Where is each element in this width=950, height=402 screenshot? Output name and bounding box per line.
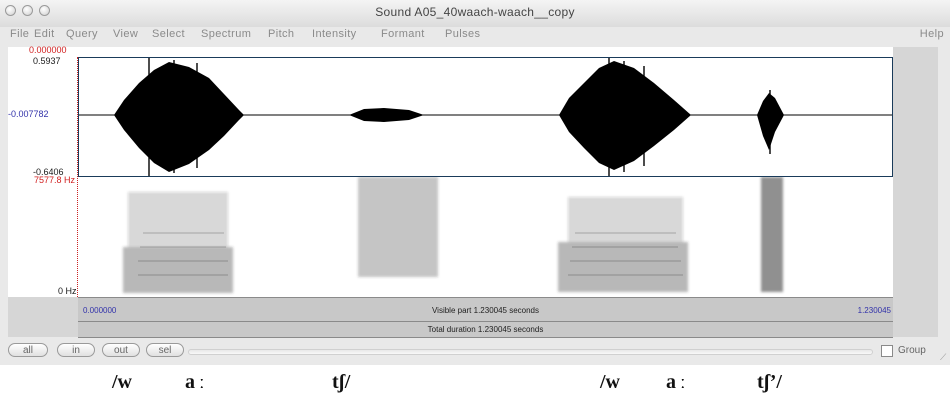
segment-w-1: /w bbox=[112, 371, 132, 393]
horizontal-scrollbar[interactable] bbox=[188, 349, 873, 355]
waveform-svg bbox=[79, 58, 892, 176]
menu-view[interactable]: View bbox=[113, 28, 139, 40]
menu-select[interactable]: Select bbox=[152, 28, 185, 40]
cursor-time-label: 0.000000 bbox=[29, 45, 67, 55]
menu-formant[interactable]: Formant bbox=[381, 28, 425, 40]
menu-pulses[interactable]: Pulses bbox=[445, 28, 481, 40]
close-window-icon[interactable] bbox=[5, 5, 16, 16]
spectrogram-svg bbox=[123, 177, 783, 293]
menu-query[interactable]: Query bbox=[66, 28, 98, 40]
menu-spectrum[interactable]: Spectrum bbox=[201, 28, 252, 40]
menu-intensity[interactable]: Intensity bbox=[312, 28, 357, 40]
menu-edit[interactable]: Edit bbox=[34, 28, 55, 40]
visible-part-bar[interactable]: 0.000000 Visible part 1.230045 seconds 1… bbox=[78, 297, 893, 322]
zoom-controls: all in out sel Group ⟋ bbox=[0, 340, 950, 364]
segment-a-2: a bbox=[666, 371, 676, 393]
segment-length-2: ː bbox=[680, 371, 686, 393]
segment-length-1: ː bbox=[199, 371, 205, 393]
waveform-max-label: 0.5937 bbox=[33, 56, 61, 66]
menu-bar: File Edit Query View Select Spectrum Pit… bbox=[0, 27, 950, 44]
group-checkbox[interactable] bbox=[881, 345, 893, 357]
zoom-sel-button[interactable]: sel bbox=[146, 343, 184, 357]
zoom-all-button[interactable]: all bbox=[8, 343, 48, 357]
cursor-line bbox=[77, 57, 78, 297]
window-title: Sound A05_40waach-waach__copy bbox=[375, 5, 575, 19]
minimize-window-icon[interactable] bbox=[22, 5, 33, 16]
resize-grip-icon[interactable]: ⟋ bbox=[940, 352, 947, 362]
visible-start-time: 0.000000 bbox=[83, 306, 117, 315]
waveform-zero-label: -0.007782 bbox=[8, 109, 49, 119]
waveform-min-label: -0.6406 bbox=[33, 167, 64, 177]
axis-label-panel bbox=[8, 47, 78, 297]
zoom-in-button[interactable]: in bbox=[57, 343, 95, 357]
visible-part-text: Visible part 1.230045 seconds bbox=[431, 306, 540, 315]
zoom-window-icon[interactable] bbox=[39, 5, 50, 16]
spectrogram-bottom-label: 0 Hz bbox=[58, 286, 77, 296]
segment-w-2: /w bbox=[600, 371, 620, 393]
menu-pitch[interactable]: Pitch bbox=[268, 28, 295, 40]
segment-a-1: a bbox=[185, 371, 195, 393]
signal-plot[interactable] bbox=[78, 47, 893, 297]
phonetic-transcription: /w a ː tʃ/ /w a ː tʃ’/ bbox=[0, 365, 950, 402]
praat-sound-window: Sound A05_40waach-waach__copy File Edit … bbox=[0, 0, 950, 365]
total-duration-text: Total duration 1.230045 seconds bbox=[427, 325, 544, 334]
menu-file[interactable]: File bbox=[10, 28, 30, 40]
group-label: Group bbox=[898, 345, 926, 356]
segment-tsh-ejective: tʃ’/ bbox=[757, 371, 782, 393]
sound-editor-area: 0.000000 0.5937 -0.007782 -0.6406 7577.8… bbox=[8, 45, 938, 338]
visible-end-time: 1.230045 bbox=[857, 306, 891, 315]
title-bar[interactable]: Sound A05_40waach-waach__copy bbox=[0, 0, 950, 27]
zoom-out-button[interactable]: out bbox=[102, 343, 140, 357]
menu-help[interactable]: Help bbox=[919, 28, 944, 40]
spectrogram-top-label: 7577.8 Hz bbox=[34, 175, 76, 185]
total-duration-bar[interactable]: Total duration 1.230045 seconds bbox=[78, 322, 893, 338]
segment-tsh-1: tʃ/ bbox=[332, 371, 351, 393]
waveform-panel[interactable] bbox=[78, 57, 893, 177]
